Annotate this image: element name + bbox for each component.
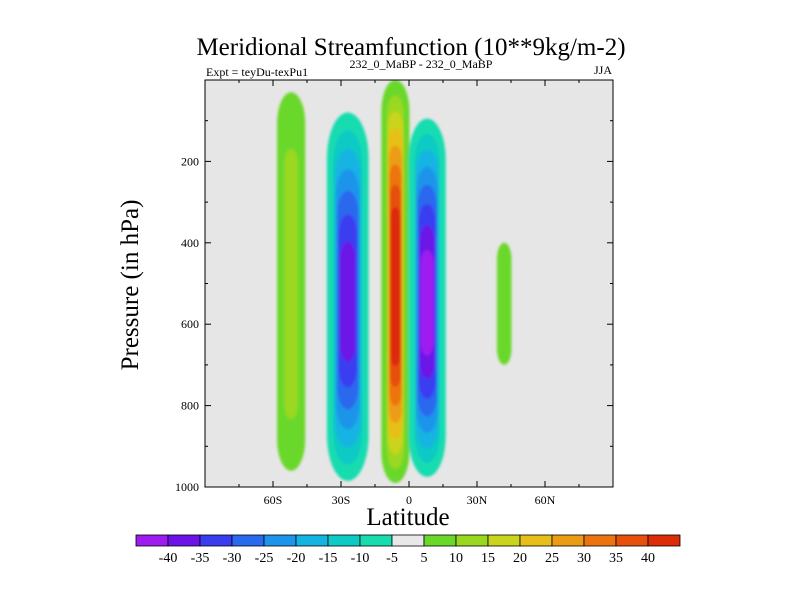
x-tick-label: 60S — [264, 493, 283, 507]
y-tick-label: 400 — [181, 236, 199, 250]
x-tick-label: 30S — [332, 493, 351, 507]
colorbar-swatch — [231, 534, 265, 547]
colorbar-label: 5 — [421, 551, 428, 566]
colorbar-label: 40 — [641, 551, 655, 566]
center-string: 232_0_MaBP - 232_0_MaBP — [350, 57, 493, 71]
x-tick-label: 0 — [406, 493, 412, 507]
colorbar-label: -30 — [223, 551, 242, 566]
colorbar-swatch — [295, 534, 329, 547]
x-tick-label: 60N — [535, 493, 556, 507]
right-string: JJA — [594, 63, 612, 77]
contour-band — [496, 242, 512, 365]
y-axis: 200 400 600 800 1000 — [175, 120, 613, 494]
colorbar-label: -20 — [287, 551, 306, 566]
y-tick-label: 200 — [181, 154, 199, 168]
colorbar-swatch — [423, 534, 457, 547]
y-tick-label: 800 — [181, 399, 199, 413]
x-axis: 60S 30S 0 30N 60N — [238, 80, 580, 507]
colorbar-swatch — [583, 534, 617, 547]
x-axis-title: Latitude — [366, 504, 449, 531]
contour-band — [391, 232, 400, 342]
colorbar-swatch — [391, 534, 425, 547]
colorbar-label: 20 — [513, 551, 527, 566]
colorbar-swatch — [551, 534, 585, 547]
y-tick-label: 600 — [181, 317, 199, 331]
colorbar-swatch — [647, 534, 681, 547]
x-tick-label: 30N — [467, 493, 488, 507]
colorbar-label: 35 — [609, 551, 623, 566]
colorbar-swatch — [167, 534, 201, 547]
contour-band — [340, 241, 356, 362]
colorbar-swatch — [487, 534, 521, 547]
colorbar-swatch — [327, 534, 361, 547]
colorbar-swatch — [455, 534, 489, 547]
colorbar-swatch — [135, 534, 169, 547]
colorbar-label: -25 — [255, 551, 274, 566]
left-string: Expt = teyDu-texPu1 — [206, 65, 308, 79]
colorbar-label: 15 — [481, 551, 495, 566]
colorbar-swatch — [519, 534, 553, 547]
colorbar-label: -35 — [191, 551, 210, 566]
colorbar-label: -40 — [159, 551, 178, 566]
colorbar-swatch — [263, 534, 297, 547]
colorbar-swatch — [615, 534, 649, 547]
colorbar-label: 25 — [545, 551, 559, 566]
colorbar: -40 -35 -30 -25 -20 -15 -10 -5 5 10 15 20 25 30 35 40 — [135, 534, 681, 566]
contour-field — [277, 80, 512, 483]
colorbar-label: 10 — [449, 551, 463, 566]
y-tick-label: 1000 — [175, 480, 199, 494]
colorbar-label: -15 — [319, 551, 338, 566]
contour-band — [420, 249, 434, 356]
colorbar-swatch — [199, 534, 233, 547]
colorbar-label: 30 — [577, 551, 591, 566]
y-axis-title: Pressure (in hPa) — [117, 200, 144, 371]
chart-title: Meridional Streamfunction (10**9kg/m-2) — [196, 34, 625, 61]
colorbar-swatch — [359, 534, 393, 547]
colorbar-label: -10 — [351, 551, 370, 566]
colorbar-label: -5 — [386, 551, 398, 566]
contour-band — [284, 148, 298, 420]
